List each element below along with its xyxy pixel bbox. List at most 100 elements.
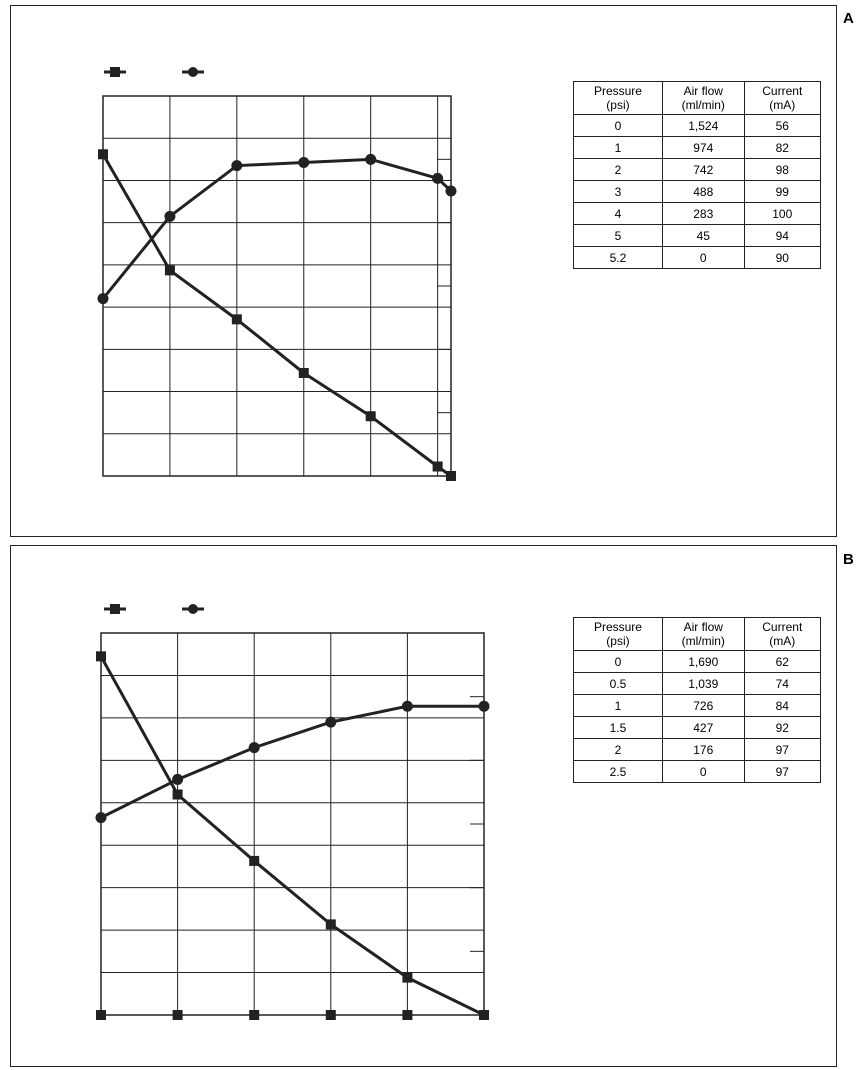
table-header-cell: Air flow (ml/min)	[661, 81, 745, 115]
table-cell: 1.5	[573, 716, 663, 739]
table-cell: 5.2	[573, 246, 663, 269]
table-cell: 82	[743, 136, 822, 159]
table-header-row: Pressure (psi) Air flow (ml/min) Current (mA)	[573, 617, 822, 651]
data-point-current	[298, 157, 310, 168]
table-cell: 99	[743, 180, 822, 203]
baseline-marker	[325, 1010, 336, 1020]
table-cell: 1	[573, 136, 663, 159]
table-header-row: Pressure (psi) Air flow (ml/min) Current (mA)	[573, 81, 822, 115]
table-cell: 974	[661, 136, 745, 159]
data-point-air-flow	[325, 919, 336, 930]
legend-airflow-marker	[110, 67, 120, 77]
data-point-current	[445, 185, 457, 197]
table-cell: 92	[743, 716, 822, 739]
table-header-text: Current	[762, 620, 803, 634]
data-point-current	[95, 812, 107, 824]
table-header-text: (mA)	[769, 634, 796, 648]
table-cell: 1,039	[661, 672, 745, 695]
plot-area-border	[100, 632, 485, 1016]
data-point-air-flow	[432, 461, 443, 472]
data-point-current	[172, 773, 184, 785]
table-header-text: Air flow	[683, 84, 723, 98]
table-cell: 2.5	[573, 760, 663, 783]
table-cell: 5	[573, 224, 663, 247]
table-cell: 427	[661, 716, 745, 739]
table-row: 5.2 0 90	[573, 246, 822, 269]
data-point-current	[248, 742, 260, 754]
table-header-text: (psi)	[606, 634, 630, 648]
table-header-text: (mA)	[769, 98, 796, 112]
table-cell: 98	[743, 158, 822, 181]
baseline-marker	[402, 1010, 413, 1020]
data-table-standard: Pressure (psi) Air flow (ml/min) Current (mA)…	[573, 81, 822, 269]
table-cell: 0.5	[573, 672, 663, 695]
table-row: 3 488 99	[573, 180, 822, 203]
table-cell: 1,690	[661, 650, 745, 673]
table-header-cell: Current (mA)	[743, 617, 822, 651]
table-header-cell: Pressure (psi)	[573, 617, 663, 651]
data-point-air-flow	[98, 149, 108, 160]
table-cell: 1	[573, 694, 663, 717]
table-header-text: Air flow	[683, 620, 723, 634]
table-cell: 74	[743, 672, 822, 695]
table-cell: 488	[661, 180, 745, 203]
table-row: 2 742 98	[573, 158, 822, 181]
table-row: 1.5 427 92	[573, 716, 822, 739]
table-cell: 0	[573, 650, 663, 673]
table-cell: 0	[661, 246, 745, 269]
table-cell: 2	[573, 158, 663, 181]
table-cell: 283	[661, 202, 745, 225]
data-point-current	[164, 210, 176, 222]
data-point-current	[432, 172, 444, 184]
table-cell: 0	[661, 760, 745, 783]
data-point-current	[478, 700, 490, 712]
baseline-marker	[479, 1010, 489, 1020]
table-header-cell: Pressure (psi)	[573, 81, 663, 115]
panel-label-b: B	[843, 551, 854, 568]
table-cell: 90	[743, 246, 822, 269]
legend-airflow-marker	[110, 604, 120, 614]
data-point-air-flow	[446, 471, 456, 481]
table-row: 0.5 1,039 74	[573, 672, 822, 695]
table-cell: 4	[573, 202, 663, 225]
data-point-current	[97, 293, 109, 305]
data-point-air-flow	[402, 972, 413, 983]
table-row: 1 726 84	[573, 694, 822, 717]
table-cell: 742	[661, 158, 745, 181]
table-header-text: (ml/min)	[681, 98, 725, 112]
table-row: 0 1,524 56	[573, 114, 822, 137]
data-point-current	[231, 160, 243, 172]
table-cell: 94	[743, 224, 822, 247]
table-row: 4 283 100	[573, 202, 822, 225]
data-point-air-flow	[96, 651, 106, 662]
table-cell: 56	[743, 114, 822, 137]
table-row: 5 45 94	[573, 224, 822, 247]
data-point-air-flow	[172, 789, 183, 800]
table-header-text: (psi)	[606, 98, 630, 112]
data-point-air-flow	[365, 411, 376, 422]
series-line-current	[100, 704, 484, 819]
table-header-cell: Current (mA)	[743, 81, 822, 115]
table-header-cell: Air flow (ml/min)	[661, 617, 745, 651]
table-row: 2 176 97	[573, 738, 822, 761]
data-point-air-flow	[298, 367, 309, 378]
series-line-air-flow	[99, 655, 485, 1017]
table-cell: 726	[661, 694, 745, 717]
data-table-modified: Pressure (psi) Air flow (ml/min) Current (mA)…	[573, 617, 822, 783]
table-cell: 176	[661, 738, 745, 761]
table-cell: 45	[661, 224, 745, 247]
panel-label-a: A	[843, 10, 854, 27]
data-point-air-flow	[231, 314, 242, 325]
table-cell: 1,524	[661, 114, 745, 137]
baseline-marker	[172, 1010, 183, 1020]
table-cell: 3	[573, 180, 663, 203]
legend-current-marker	[188, 604, 198, 614]
legend-current-marker	[188, 67, 198, 77]
data-point-air-flow	[164, 265, 175, 276]
baseline-marker	[96, 1010, 106, 1020]
data-point-current	[401, 700, 413, 712]
table-row: 0 1,690 62	[573, 650, 822, 673]
table-cell: 62	[743, 650, 822, 673]
